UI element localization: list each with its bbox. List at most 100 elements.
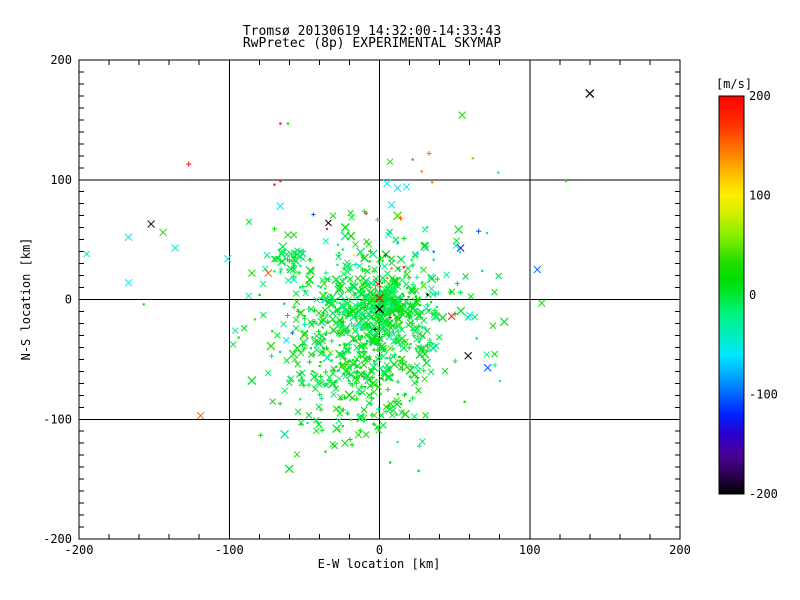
scatter-point — [392, 347, 395, 350]
scatter-point — [390, 406, 397, 414]
scatter-point — [375, 293, 384, 303]
scatter-point — [300, 249, 306, 255]
scatter-point — [247, 269, 256, 278]
scatter-point — [357, 428, 363, 434]
scatter-point — [324, 450, 327, 453]
scatter-point — [290, 331, 295, 336]
scatter-point — [368, 285, 374, 291]
scatter-point — [159, 228, 167, 237]
y-tick-label: 100 — [50, 173, 72, 187]
scatter-point — [264, 369, 272, 377]
scatter-point — [427, 337, 433, 343]
scatter-point — [322, 353, 332, 363]
scatter-point — [347, 209, 354, 217]
scatter-point — [294, 408, 302, 416]
scatter-point — [432, 258, 435, 261]
scatter-point — [463, 400, 466, 403]
scatter-point — [361, 306, 369, 314]
scatter-point — [299, 337, 309, 347]
scatter-point — [372, 327, 377, 332]
scatter-point — [383, 296, 387, 299]
scatter-point — [147, 220, 155, 228]
scatter-point — [319, 396, 325, 402]
scatter-point — [387, 400, 394, 408]
scatter-point — [423, 327, 431, 335]
scatter-point — [377, 284, 383, 290]
scatter-point — [368, 296, 376, 303]
scatter-point — [377, 341, 387, 351]
scatter-point — [354, 303, 360, 309]
scatter-point — [386, 325, 389, 328]
scatter-point — [366, 288, 375, 298]
scatter-point — [286, 268, 289, 271]
scatter-point — [378, 301, 384, 307]
scatter-point — [419, 438, 426, 445]
scatter-point — [292, 324, 300, 332]
scatter-point — [354, 430, 363, 439]
scatter-point — [448, 288, 456, 295]
colorbar-tick-label: -200 — [749, 487, 778, 501]
scatter-point — [411, 413, 418, 420]
scatter-point — [321, 326, 324, 329]
scatter-point — [271, 330, 274, 333]
scatter-point — [300, 284, 306, 290]
scatter-point — [396, 301, 402, 307]
scatter-point — [385, 333, 393, 341]
scatter-point — [432, 307, 438, 313]
scatter-point — [404, 271, 407, 274]
scatter-point — [263, 251, 271, 259]
scatter-point — [379, 300, 382, 304]
scatter-point — [306, 382, 312, 388]
scatter-point — [277, 257, 287, 267]
scatter-point — [300, 377, 306, 383]
scatter-point — [420, 266, 423, 269]
scatter-point — [142, 303, 145, 306]
scatter-point — [240, 324, 248, 332]
scatter-point — [283, 302, 286, 305]
scatter-point — [258, 293, 261, 296]
scatter-point — [381, 317, 389, 324]
scatter-point — [389, 320, 392, 323]
scatter-point — [426, 293, 430, 297]
scatter-point — [315, 403, 323, 411]
scatter-point — [414, 316, 420, 322]
scatter-point — [271, 226, 277, 232]
scatter-point — [413, 310, 420, 318]
scatter-point — [261, 265, 269, 273]
scatter-point — [324, 287, 327, 290]
scatter-point — [331, 442, 339, 450]
scatter-point — [585, 89, 595, 98]
scatter-point — [386, 345, 394, 352]
scatter-point — [399, 296, 402, 300]
scatter-point — [369, 337, 379, 347]
scatter-point — [380, 346, 388, 354]
scatter-point — [378, 412, 385, 419]
scatter-point — [400, 296, 403, 299]
scatter-point — [348, 381, 354, 387]
scatter-point — [370, 325, 378, 333]
scatter-point — [341, 439, 349, 448]
scatter-point — [389, 461, 392, 464]
scatter-point — [283, 230, 292, 239]
scatter-point — [414, 274, 420, 280]
scatter-point — [374, 280, 382, 288]
scatter-point — [357, 316, 363, 322]
scatter-point — [300, 347, 306, 353]
scatter-point — [347, 360, 351, 363]
scatter-point — [338, 334, 341, 338]
scatter-point — [396, 332, 402, 338]
scatter-point — [299, 330, 309, 340]
y-axis-title: N-S location [km] — [19, 238, 33, 361]
scatter-point — [420, 317, 428, 324]
scatter-point — [315, 421, 322, 429]
x-axis-title: E-W location [km] — [318, 557, 441, 571]
scatter-point — [313, 427, 320, 435]
scatter-point — [345, 317, 348, 320]
scatter-point — [371, 347, 377, 353]
scatter-point — [343, 259, 351, 266]
scatter-point — [382, 286, 389, 294]
scatter-point — [292, 290, 300, 297]
scatter-point — [247, 376, 257, 386]
scatter-point — [307, 359, 313, 365]
scatter-point — [467, 293, 475, 300]
